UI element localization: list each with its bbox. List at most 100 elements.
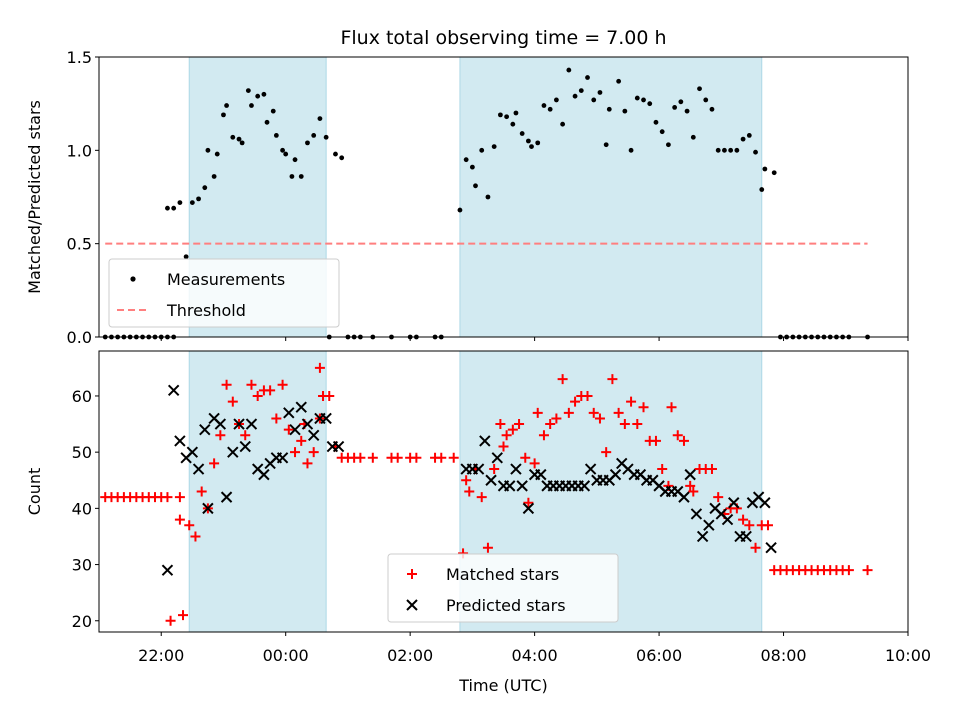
data-point — [603, 142, 609, 148]
legend-marker-plus — [407, 569, 417, 579]
data-point — [497, 112, 503, 118]
x-tick-label: 02:00 — [387, 646, 433, 665]
data-point — [616, 78, 622, 84]
data-point — [721, 513, 734, 526]
data-point — [501, 430, 512, 441]
data-point — [545, 419, 556, 430]
data-point — [578, 480, 591, 492]
data-point — [302, 458, 313, 469]
data-point — [339, 155, 345, 161]
data-point — [211, 174, 217, 179]
data-point — [688, 486, 699, 497]
series-predicted-stars — [161, 384, 777, 576]
legend-label: Threshold — [166, 301, 246, 320]
data-point — [541, 103, 547, 108]
data-point — [516, 480, 528, 492]
data-point — [392, 452, 403, 463]
data-point — [566, 67, 572, 73]
plot-frame — [98, 56, 909, 338]
data-point — [750, 542, 761, 553]
data-point — [296, 435, 307, 446]
data-point — [606, 106, 612, 112]
data-point — [740, 530, 752, 543]
data-point — [684, 108, 690, 114]
data-point — [510, 463, 522, 475]
data-point — [171, 205, 177, 211]
data-point — [628, 147, 634, 153]
data-point — [601, 447, 612, 458]
data-point — [514, 419, 525, 430]
data-point — [485, 474, 497, 486]
data-point — [557, 374, 568, 385]
data-point — [199, 423, 211, 436]
data-point — [355, 452, 366, 463]
data-point — [214, 418, 227, 430]
data-point — [189, 200, 195, 206]
data-point — [578, 88, 584, 93]
y-tick-label: 1.5 — [67, 48, 92, 67]
data-point — [295, 401, 307, 413]
data-point — [323, 134, 329, 140]
data-point — [563, 407, 574, 418]
data-point — [491, 144, 497, 150]
data-point — [233, 418, 245, 430]
data-point — [165, 205, 170, 211]
legend: Matched stars Predicted stars — [387, 553, 619, 623]
data-point — [333, 151, 338, 157]
data-point — [276, 452, 289, 464]
shaded-interval-1 — [459, 56, 763, 338]
data-point — [283, 407, 295, 419]
data-point — [307, 429, 320, 442]
data-point — [174, 514, 185, 525]
data-point — [290, 447, 301, 458]
data-point — [165, 615, 176, 626]
data-point — [744, 520, 755, 531]
data-point — [746, 133, 752, 138]
data-point — [485, 194, 491, 200]
data-point — [320, 412, 332, 425]
y-tick-label: 30 — [72, 556, 92, 575]
data-point — [239, 440, 251, 453]
x-tick-label: 08:00 — [760, 646, 806, 665]
data-point — [436, 452, 447, 463]
data-point — [597, 90, 603, 95]
data-point — [715, 147, 721, 153]
data-point — [463, 157, 469, 163]
data-point — [525, 138, 531, 144]
data-point — [622, 108, 628, 114]
y-tick-label: 60 — [72, 387, 92, 406]
data-point — [678, 435, 689, 446]
data-point — [457, 207, 463, 213]
data-point — [230, 134, 236, 140]
data-point — [759, 187, 765, 192]
data-point — [690, 134, 696, 140]
data-point — [264, 119, 270, 125]
data-point — [305, 140, 310, 146]
data-point — [184, 520, 195, 531]
data-point — [538, 430, 549, 441]
data-point — [762, 166, 768, 172]
data-point — [613, 407, 624, 418]
data-point — [843, 565, 854, 576]
y-tick-label: 20 — [72, 612, 92, 631]
data-point — [685, 480, 696, 491]
data-point — [513, 110, 519, 116]
data-point — [696, 530, 709, 543]
data-point — [161, 564, 174, 576]
top-panel: 0.0 0.5 1.0 1.5 Matched/Predicted stars Flux … — [25, 27, 909, 347]
y-axis-label: Count — [25, 468, 44, 516]
series-matched-stars — [100, 362, 873, 626]
data-point — [709, 106, 715, 112]
data-point — [317, 116, 323, 121]
data-point — [324, 390, 335, 401]
data-point — [280, 147, 285, 153]
data-point — [653, 119, 659, 125]
data-point — [220, 491, 233, 503]
plot-frame — [98, 350, 909, 633]
data-point — [491, 452, 503, 464]
data-point — [734, 147, 740, 153]
data-point — [594, 413, 605, 424]
data-point — [504, 114, 510, 120]
data-point — [713, 492, 724, 503]
